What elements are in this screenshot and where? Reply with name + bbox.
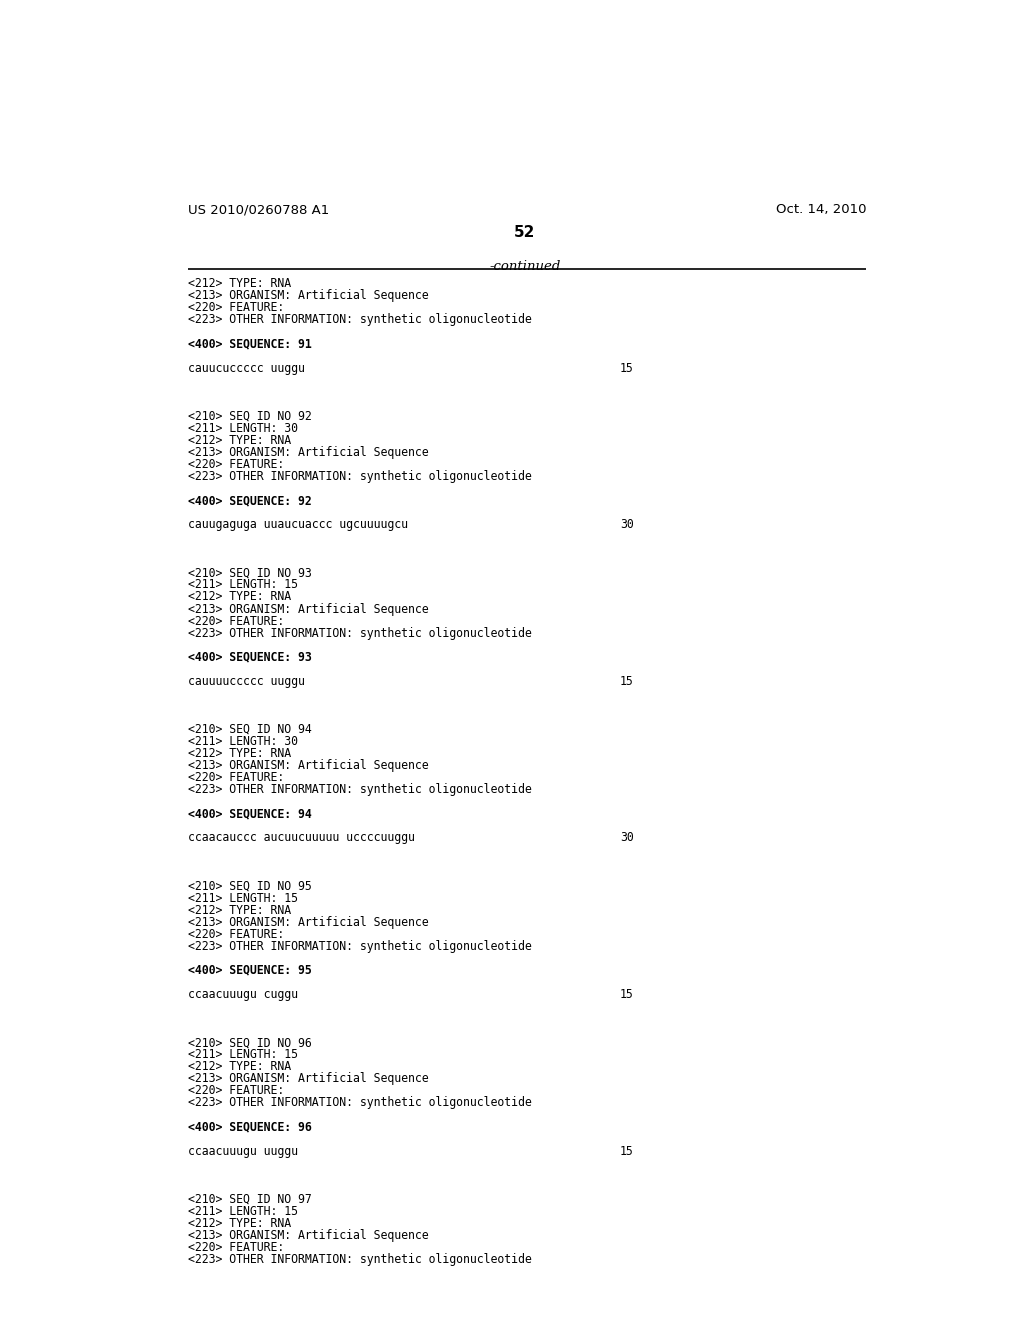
Text: <223> OTHER INFORMATION: synthetic oligonucleotide: <223> OTHER INFORMATION: synthetic oligo… (187, 470, 531, 483)
Text: <400> SEQUENCE: 92: <400> SEQUENCE: 92 (187, 494, 311, 507)
Text: 30: 30 (620, 519, 634, 531)
Text: 52: 52 (514, 226, 536, 240)
Text: <212> TYPE: RNA: <212> TYPE: RNA (187, 904, 291, 916)
Text: <211> LENGTH: 15: <211> LENGTH: 15 (187, 1048, 298, 1061)
Text: <212> TYPE: RNA: <212> TYPE: RNA (187, 1217, 291, 1230)
Text: <220> FEATURE:: <220> FEATURE: (187, 771, 284, 784)
Text: <213> ORGANISM: Artificial Sequence: <213> ORGANISM: Artificial Sequence (187, 759, 428, 772)
Text: <211> LENGTH: 30: <211> LENGTH: 30 (187, 422, 298, 434)
Text: <212> TYPE: RNA: <212> TYPE: RNA (187, 434, 291, 447)
Text: <210> SEQ ID NO 93: <210> SEQ ID NO 93 (187, 566, 311, 579)
Text: US 2010/0260788 A1: US 2010/0260788 A1 (187, 203, 329, 216)
Text: 15: 15 (620, 675, 634, 688)
Text: <212> TYPE: RNA: <212> TYPE: RNA (187, 1060, 291, 1073)
Text: <220> FEATURE:: <220> FEATURE: (187, 1084, 284, 1097)
Text: <400> SEQUENCE: 93: <400> SEQUENCE: 93 (187, 651, 311, 664)
Text: 15: 15 (620, 1144, 634, 1158)
Text: <220> FEATURE:: <220> FEATURE: (187, 301, 284, 314)
Text: <211> LENGTH: 15: <211> LENGTH: 15 (187, 891, 298, 904)
Text: 15: 15 (620, 987, 634, 1001)
Text: <220> FEATURE:: <220> FEATURE: (187, 615, 284, 627)
Text: <211> LENGTH: 15: <211> LENGTH: 15 (187, 1205, 298, 1218)
Text: <223> OTHER INFORMATION: synthetic oligonucleotide: <223> OTHER INFORMATION: synthetic oligo… (187, 1253, 531, 1266)
Text: <211> LENGTH: 15: <211> LENGTH: 15 (187, 578, 298, 591)
Text: <400> SEQUENCE: 91: <400> SEQUENCE: 91 (187, 338, 311, 351)
Text: ccaacuuugu cuggu: ccaacuuugu cuggu (187, 987, 298, 1001)
Text: <210> SEQ ID NO 92: <210> SEQ ID NO 92 (187, 409, 311, 422)
Text: cauucuccccc uuggu: cauucuccccc uuggu (187, 362, 304, 375)
Text: <210> SEQ ID NO 96: <210> SEQ ID NO 96 (187, 1036, 311, 1049)
Text: <223> OTHER INFORMATION: synthetic oligonucleotide: <223> OTHER INFORMATION: synthetic oligo… (187, 940, 531, 953)
Text: ccaacuuugu uuggu: ccaacuuugu uuggu (187, 1144, 298, 1158)
Text: <223> OTHER INFORMATION: synthetic oligonucleotide: <223> OTHER INFORMATION: synthetic oligo… (187, 1097, 531, 1109)
Text: <213> ORGANISM: Artificial Sequence: <213> ORGANISM: Artificial Sequence (187, 446, 428, 459)
Text: <210> SEQ ID NO 95: <210> SEQ ID NO 95 (187, 879, 311, 892)
Text: <223> OTHER INFORMATION: synthetic oligonucleotide: <223> OTHER INFORMATION: synthetic oligo… (187, 313, 531, 326)
Text: cauuuuccccc uuggu: cauuuuccccc uuggu (187, 675, 304, 688)
Text: <211> LENGTH: 30: <211> LENGTH: 30 (187, 735, 298, 748)
Text: <212> TYPE: RNA: <212> TYPE: RNA (187, 590, 291, 603)
Text: <213> ORGANISM: Artificial Sequence: <213> ORGANISM: Artificial Sequence (187, 289, 428, 302)
Text: <213> ORGANISM: Artificial Sequence: <213> ORGANISM: Artificial Sequence (187, 1072, 428, 1085)
Text: <400> SEQUENCE: 94: <400> SEQUENCE: 94 (187, 808, 311, 820)
Text: Oct. 14, 2010: Oct. 14, 2010 (775, 203, 866, 216)
Text: <213> ORGANISM: Artificial Sequence: <213> ORGANISM: Artificial Sequence (187, 602, 428, 615)
Text: <220> FEATURE:: <220> FEATURE: (187, 928, 284, 941)
Text: cauugaguga uuaucuaccc ugcuuuugcu: cauugaguga uuaucuaccc ugcuuuugcu (187, 519, 408, 531)
Text: <210> SEQ ID NO 97: <210> SEQ ID NO 97 (187, 1193, 311, 1205)
Text: <223> OTHER INFORMATION: synthetic oligonucleotide: <223> OTHER INFORMATION: synthetic oligo… (187, 627, 531, 640)
Text: <213> ORGANISM: Artificial Sequence: <213> ORGANISM: Artificial Sequence (187, 1229, 428, 1242)
Text: -continued: -continued (489, 260, 560, 273)
Text: <220> FEATURE:: <220> FEATURE: (187, 1241, 284, 1254)
Text: <220> FEATURE:: <220> FEATURE: (187, 458, 284, 471)
Text: <223> OTHER INFORMATION: synthetic oligonucleotide: <223> OTHER INFORMATION: synthetic oligo… (187, 783, 531, 796)
Text: <212> TYPE: RNA: <212> TYPE: RNA (187, 277, 291, 290)
Text: ccaacauccc aucuucuuuuu uccccuuggu: ccaacauccc aucuucuuuuu uccccuuggu (187, 832, 415, 845)
Text: 30: 30 (620, 832, 634, 845)
Text: <400> SEQUENCE: 96: <400> SEQUENCE: 96 (187, 1121, 311, 1134)
Text: <212> TYPE: RNA: <212> TYPE: RNA (187, 747, 291, 760)
Text: <400> SEQUENCE: 95: <400> SEQUENCE: 95 (187, 964, 311, 977)
Text: <213> ORGANISM: Artificial Sequence: <213> ORGANISM: Artificial Sequence (187, 916, 428, 929)
Text: <210> SEQ ID NO 94: <210> SEQ ID NO 94 (187, 723, 311, 737)
Text: 15: 15 (620, 362, 634, 375)
